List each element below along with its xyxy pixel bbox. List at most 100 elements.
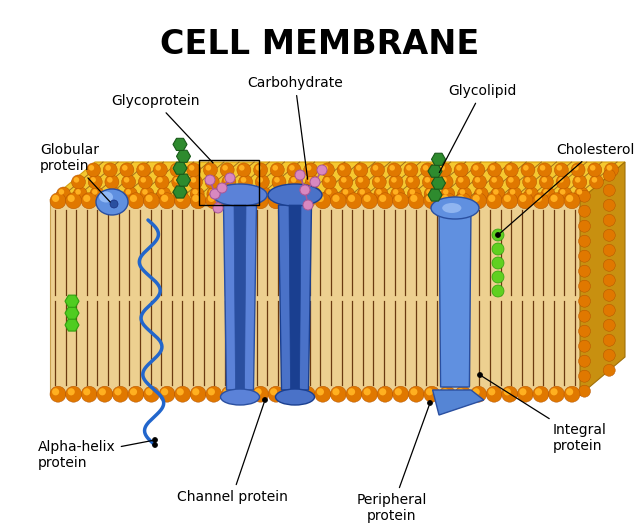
Circle shape — [517, 193, 533, 209]
Circle shape — [458, 177, 463, 183]
Circle shape — [566, 388, 573, 395]
Circle shape — [256, 165, 261, 171]
Circle shape — [579, 295, 591, 307]
Circle shape — [371, 163, 385, 177]
Circle shape — [125, 189, 131, 195]
Circle shape — [253, 163, 268, 177]
Circle shape — [315, 386, 331, 402]
Circle shape — [81, 193, 97, 209]
Circle shape — [564, 193, 580, 209]
Circle shape — [579, 280, 591, 292]
Circle shape — [122, 165, 127, 171]
Text: Alpha-helix
protein: Alpha-helix protein — [38, 440, 152, 470]
Circle shape — [457, 195, 464, 202]
Circle shape — [170, 163, 184, 177]
Circle shape — [145, 388, 153, 395]
Circle shape — [289, 165, 294, 171]
Circle shape — [237, 386, 253, 402]
Circle shape — [255, 388, 262, 395]
Circle shape — [190, 193, 206, 209]
Circle shape — [579, 370, 591, 382]
Circle shape — [205, 175, 215, 185]
Circle shape — [223, 388, 230, 395]
Circle shape — [495, 233, 500, 237]
Circle shape — [209, 189, 214, 195]
Circle shape — [588, 163, 602, 177]
Circle shape — [241, 177, 246, 183]
Circle shape — [393, 189, 398, 195]
Circle shape — [268, 193, 284, 209]
Circle shape — [391, 177, 397, 183]
Circle shape — [253, 386, 269, 402]
Circle shape — [573, 165, 579, 171]
Circle shape — [579, 325, 591, 337]
Circle shape — [301, 388, 308, 395]
Circle shape — [579, 310, 591, 322]
Circle shape — [604, 259, 615, 271]
Circle shape — [486, 193, 502, 209]
Circle shape — [372, 165, 378, 171]
Text: Channel protein: Channel protein — [177, 403, 287, 504]
Circle shape — [268, 386, 284, 402]
Circle shape — [156, 165, 161, 171]
Circle shape — [174, 177, 179, 183]
Circle shape — [255, 195, 262, 202]
Circle shape — [155, 175, 169, 189]
Circle shape — [504, 195, 511, 202]
Circle shape — [190, 386, 206, 402]
Circle shape — [519, 388, 527, 395]
Circle shape — [154, 163, 167, 177]
Circle shape — [554, 163, 568, 177]
Circle shape — [508, 187, 522, 201]
Ellipse shape — [221, 389, 259, 405]
Circle shape — [477, 373, 483, 377]
Circle shape — [340, 187, 355, 201]
Circle shape — [223, 195, 230, 202]
Circle shape — [187, 163, 201, 177]
Circle shape — [527, 189, 532, 195]
Circle shape — [470, 386, 486, 402]
Circle shape — [389, 165, 395, 171]
Circle shape — [348, 388, 355, 395]
Ellipse shape — [99, 192, 113, 203]
Circle shape — [354, 163, 368, 177]
Circle shape — [273, 165, 278, 171]
Circle shape — [566, 195, 573, 202]
Circle shape — [83, 388, 90, 395]
Circle shape — [157, 177, 163, 183]
Circle shape — [556, 165, 562, 171]
Circle shape — [440, 193, 456, 209]
Circle shape — [50, 193, 66, 209]
Circle shape — [305, 175, 319, 189]
Circle shape — [502, 193, 518, 209]
Circle shape — [136, 163, 150, 177]
Circle shape — [175, 189, 181, 195]
Ellipse shape — [442, 203, 461, 213]
Circle shape — [173, 187, 188, 201]
Text: Peripheral
protein: Peripheral protein — [357, 406, 429, 523]
Circle shape — [604, 364, 615, 376]
Circle shape — [287, 163, 301, 177]
Circle shape — [360, 189, 365, 195]
Circle shape — [130, 195, 137, 202]
Circle shape — [455, 193, 471, 209]
Circle shape — [393, 386, 409, 402]
Circle shape — [175, 193, 191, 209]
Circle shape — [300, 386, 316, 402]
Circle shape — [535, 195, 542, 202]
Circle shape — [225, 173, 235, 183]
Circle shape — [322, 175, 336, 189]
Circle shape — [112, 386, 128, 402]
Circle shape — [207, 177, 213, 183]
Circle shape — [362, 386, 378, 402]
Circle shape — [145, 195, 153, 202]
Circle shape — [142, 189, 148, 195]
Circle shape — [97, 193, 113, 209]
Circle shape — [307, 187, 321, 201]
Circle shape — [457, 388, 464, 395]
Circle shape — [52, 388, 60, 395]
Circle shape — [550, 195, 557, 202]
Circle shape — [493, 189, 499, 195]
Circle shape — [362, 193, 378, 209]
Circle shape — [492, 177, 497, 183]
